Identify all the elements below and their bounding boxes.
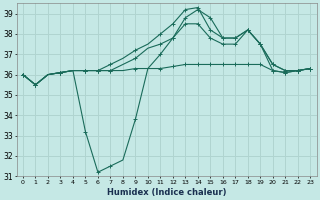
X-axis label: Humidex (Indice chaleur): Humidex (Indice chaleur) [107,188,226,197]
